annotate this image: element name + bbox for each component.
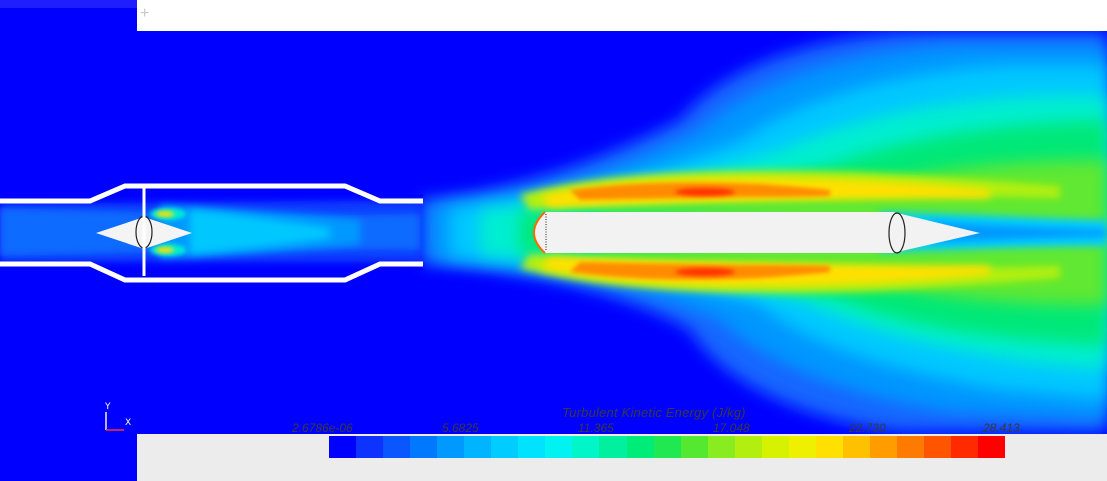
- colorbar-swatch: [383, 436, 411, 458]
- shear-layer-upper: [520, 170, 1060, 210]
- legend-tick-4: 22.730: [849, 421, 886, 435]
- colorbar-swatch: [464, 436, 492, 458]
- colorbar-swatch: [707, 436, 735, 458]
- legend-tick-3: 17.048: [713, 421, 750, 435]
- inlet-duct: [0, 183, 423, 283]
- duct-flow: [0, 200, 420, 262]
- colorbar-swatch: [761, 436, 789, 458]
- shear-layer-lower: [520, 254, 1060, 294]
- legend-tick-1: 5.6825: [442, 421, 479, 435]
- colorbar-swatch: [734, 436, 762, 458]
- legend-tick-2: 11.365: [578, 421, 614, 435]
- colorbar-swatch: [518, 436, 546, 458]
- colorbar-swatch: [329, 436, 357, 458]
- centerbody: [533, 211, 980, 254]
- colorbar-swatch: [978, 436, 1006, 458]
- colorbar-swatch: [842, 436, 870, 458]
- colorbar-swatch: [437, 436, 465, 458]
- colorbar-swatch: [545, 436, 573, 458]
- colorbar-swatch: [680, 436, 708, 458]
- colorbar-swatch: [896, 436, 925, 458]
- colorbar-swatch: [788, 436, 816, 458]
- corner-panel: [0, 0, 137, 8]
- colorbar-swatch: [410, 436, 438, 458]
- duct-wall-lower: [0, 261, 423, 283]
- legend-title: Turbulent Kinetic Energy (J/kg): [562, 405, 746, 420]
- colorbar-swatch: [815, 436, 843, 458]
- duct-wall-upper: [0, 183, 423, 204]
- colorbar-swatch: [491, 436, 519, 458]
- colorbar-swatch: [924, 436, 952, 458]
- colorbar-swatch: [626, 436, 654, 458]
- colorbar-swatch: [599, 436, 627, 458]
- colorbar-swatch: [951, 436, 979, 458]
- colorbar-swatch: [869, 436, 897, 458]
- axis-x-label: X: [125, 418, 132, 428]
- colorbar-swatch: [572, 436, 600, 458]
- top-toolbar: [137, 0, 1107, 31]
- legend-tick-5: 28.413: [983, 421, 1020, 435]
- legend-tick-0: 2.6786e-06: [292, 421, 353, 435]
- colorbar-swatch: [653, 436, 681, 458]
- axis-y-label: Y: [105, 402, 111, 412]
- inlet-bluff-body: [96, 188, 192, 276]
- axis-triad: [105, 412, 124, 431]
- plus-icon[interactable]: +: [140, 5, 150, 22]
- colorbar-swatch: [356, 436, 384, 458]
- legend-colorbar: [329, 436, 1006, 458]
